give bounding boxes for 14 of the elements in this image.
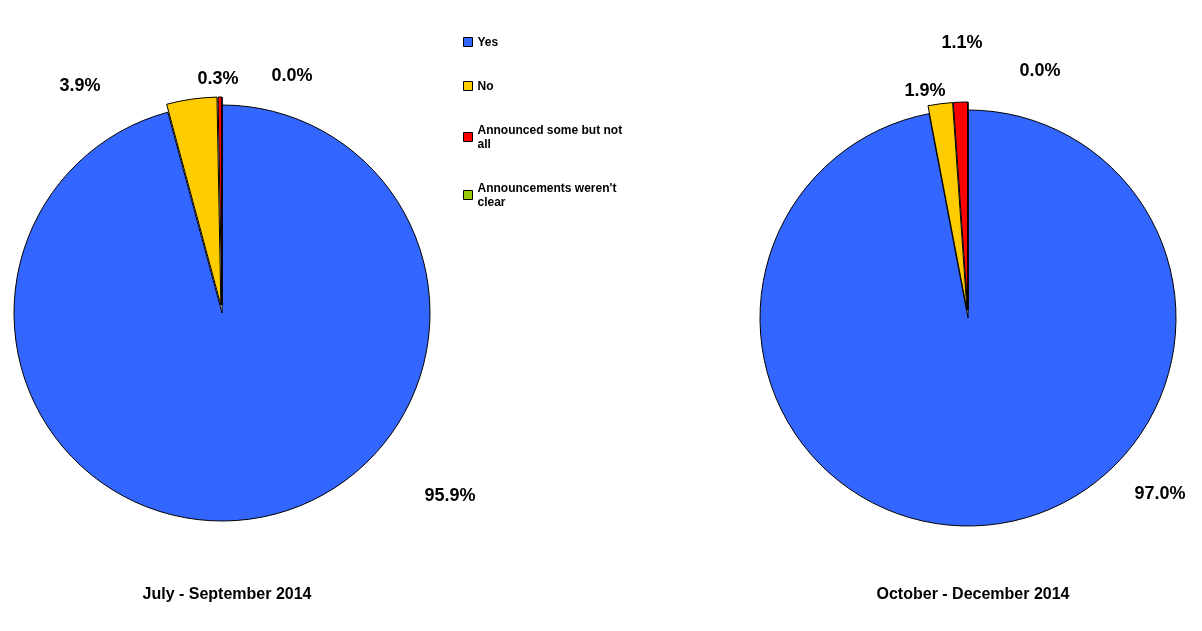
data-label: 1.9% — [904, 80, 946, 100]
text: 0.0% — [1019, 60, 1061, 80]
data-label: 3.9% — [59, 75, 101, 95]
data-label: 1.1% — [941, 32, 983, 52]
legend-label: No — [477, 79, 494, 93]
data-label: 0.3% — [197, 68, 239, 88]
legend-label: Announced some but not all — [477, 123, 626, 151]
data-label: 95.9% — [424, 485, 476, 505]
text: 0.0% — [271, 65, 313, 85]
legend-label: Yes — [477, 35, 499, 49]
text: October - December 2014 — [876, 584, 1070, 602]
legend-label: Announcements weren't clear — [477, 181, 620, 209]
text: July - September 2014 — [142, 584, 312, 602]
data-label: 97.0% — [1134, 483, 1186, 503]
